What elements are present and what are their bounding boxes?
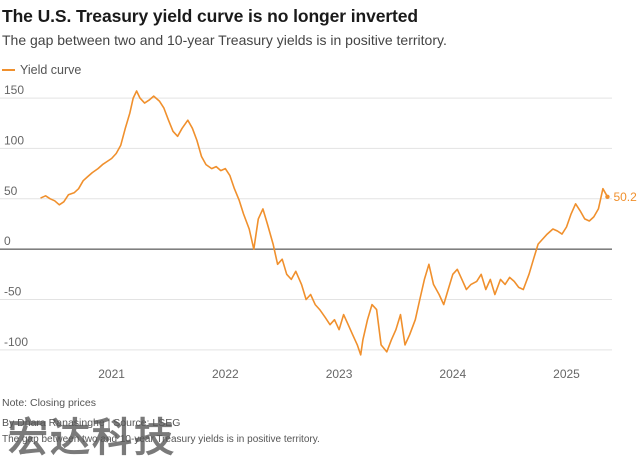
chart-byline: By Dhara Ranasinghe | Source: LSEG xyxy=(2,417,181,429)
chart-note: Note: Closing prices xyxy=(2,397,96,409)
series-end-point xyxy=(605,194,610,199)
grid-layer xyxy=(0,97,612,351)
series-line xyxy=(40,90,609,356)
x-tick-label: 2025 xyxy=(553,367,580,381)
x-tick-label: 2023 xyxy=(326,367,353,381)
x-tick-label: 2024 xyxy=(439,367,466,381)
y-axis-tick-labels: 150 100 50 0 -50 -100 xyxy=(4,83,28,349)
y-tick-label: -100 xyxy=(4,335,28,349)
series-layer: 50.2 xyxy=(40,90,637,356)
y-tick-label: 150 xyxy=(4,83,24,97)
chart-title: The U.S. Treasury yield curve is no long… xyxy=(2,6,419,26)
legend-swatch xyxy=(2,69,15,71)
legend: Yield curve xyxy=(2,63,81,77)
x-tick-label: 2021 xyxy=(98,367,125,381)
chart-subtitle: The gap between two and 10-year Treasury… xyxy=(2,32,447,48)
chart-caption: The gap between two and 10-year Treasury… xyxy=(2,434,320,445)
line-chart: 150 100 50 0 -50 -100 2021 2022 2023 2024 2025 50… xyxy=(0,83,637,381)
y-tick-label: -50 xyxy=(4,285,22,299)
y-tick-label: 50 xyxy=(4,184,18,198)
y-tick-label: 0 xyxy=(4,234,11,248)
end-value-label: 50.2 xyxy=(613,190,637,204)
y-tick-label: 100 xyxy=(4,133,24,147)
legend-label: Yield curve xyxy=(20,63,82,77)
watermark: 宏达科技 xyxy=(8,416,176,460)
x-axis-tick-labels: 2021 2022 2023 2024 2025 xyxy=(98,367,580,381)
x-tick-label: 2022 xyxy=(212,367,239,381)
